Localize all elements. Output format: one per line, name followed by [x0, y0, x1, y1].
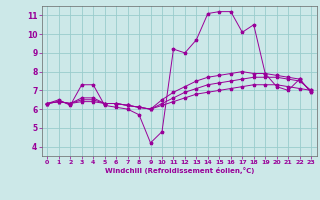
X-axis label: Windchill (Refroidissement éolien,°C): Windchill (Refroidissement éolien,°C) — [105, 167, 254, 174]
